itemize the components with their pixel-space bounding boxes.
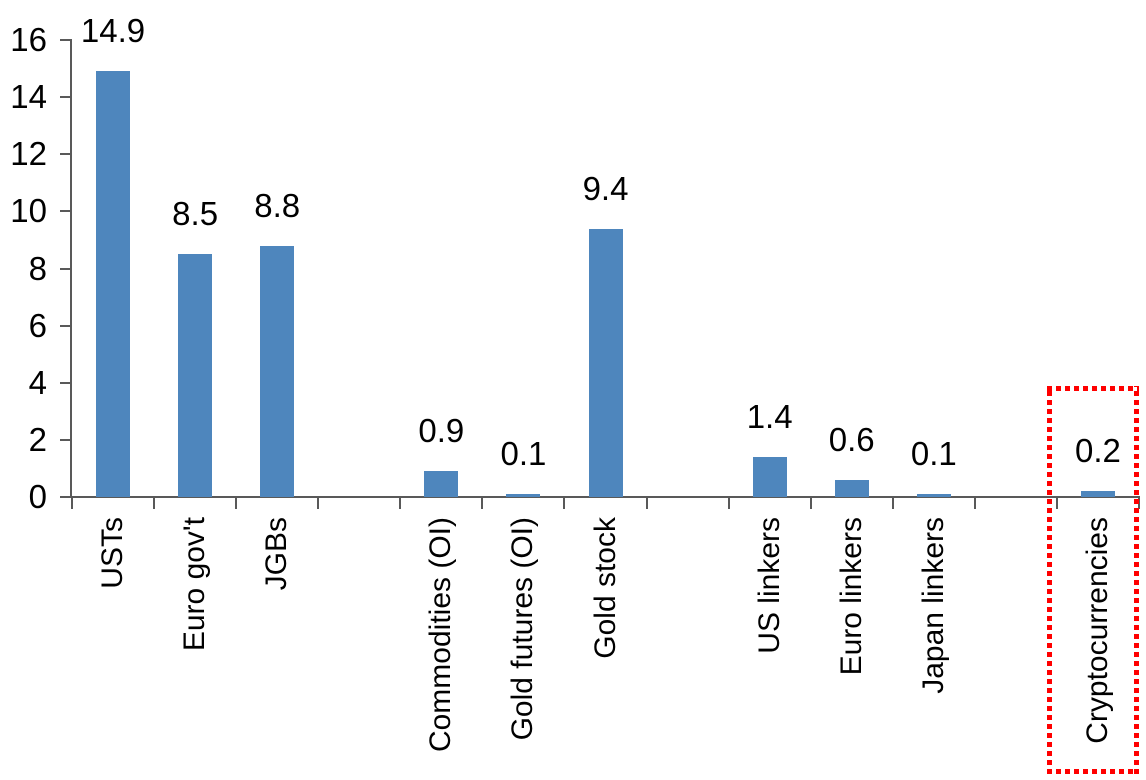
bar [834, 480, 869, 497]
category-label: JGBs [260, 517, 294, 591]
x-tick [317, 497, 320, 509]
y-tick [60, 39, 72, 41]
y-tick [60, 324, 72, 327]
y-tick [60, 496, 72, 498]
category-label: Euro linkers [834, 517, 868, 676]
x-tick [645, 497, 648, 509]
x-tick [1138, 497, 1140, 509]
bar [916, 494, 951, 497]
value-label: 0.9 [418, 412, 465, 449]
value-label: 0.1 [500, 435, 547, 472]
y-tick [60, 153, 72, 156]
x-tick [809, 497, 812, 509]
y-tick-label: 10 [10, 192, 47, 230]
x-tick [563, 497, 566, 509]
x-tick [891, 497, 894, 509]
category-label: USTs [96, 517, 130, 589]
category-label: Gold stock [588, 517, 622, 659]
value-label: 1.4 [746, 398, 793, 435]
y-tick [60, 267, 72, 270]
category-label: Japan linkers [916, 517, 950, 694]
y-tick [60, 210, 72, 213]
x-tick [399, 497, 402, 509]
y-tick-label: 2 [28, 420, 47, 458]
value-label: 0.6 [828, 421, 875, 458]
y-tick-label: 16 [10, 21, 47, 58]
y-tick-label: 14 [10, 78, 47, 116]
category-label: Gold futures (OI) [506, 517, 540, 741]
category-label: Commodities (OI) [424, 517, 458, 753]
bar [506, 494, 541, 497]
x-tick [973, 497, 976, 509]
value-label: 8.5 [172, 195, 219, 232]
x-tick [71, 497, 73, 509]
bar [588, 229, 623, 497]
y-tick-label: 6 [28, 306, 47, 344]
bar [96, 71, 131, 497]
value-label: 0.1 [910, 435, 957, 472]
value-label: 8.8 [254, 187, 301, 224]
bar [752, 457, 787, 497]
y-tick-label: 0 [28, 478, 47, 515]
y-tick-label: 4 [28, 363, 47, 401]
y-tick [60, 96, 72, 99]
x-tick [235, 497, 238, 509]
bar [260, 246, 295, 497]
y-tick-label: 8 [28, 249, 47, 287]
y-tick-label: 12 [10, 135, 47, 173]
category-label: Euro gov't [178, 517, 212, 652]
x-tick [481, 497, 484, 509]
value-label: 14.9 [80, 12, 146, 49]
y-tick [60, 381, 72, 384]
value-label: 9.4 [582, 170, 629, 207]
highlight-box [1047, 386, 1139, 774]
category-label: US linkers [752, 517, 786, 654]
x-axis-line [70, 496, 1140, 498]
x-tick [153, 497, 156, 509]
bar [178, 254, 213, 497]
y-tick [60, 438, 72, 441]
x-tick [727, 497, 730, 509]
bar [424, 471, 459, 497]
